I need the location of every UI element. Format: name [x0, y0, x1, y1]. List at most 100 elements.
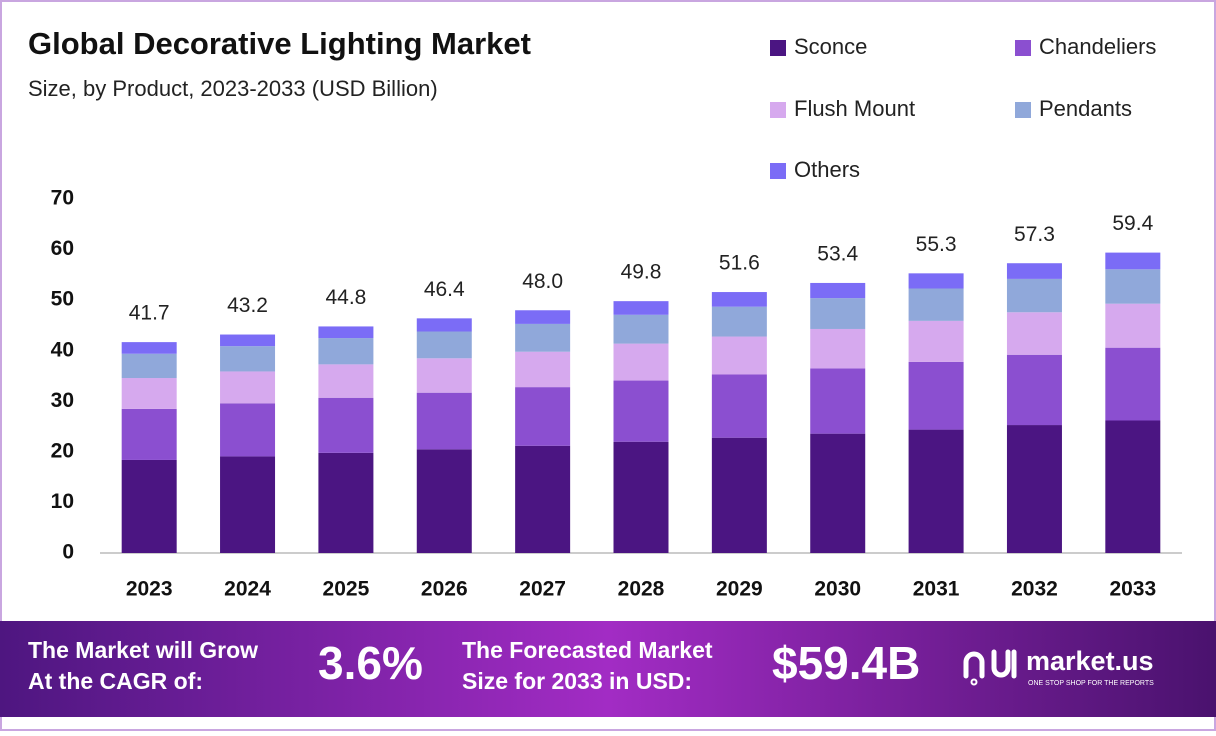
brand-name: market.us — [1026, 646, 1154, 676]
y-tick-label: 50 — [51, 288, 74, 311]
bar-segment — [711, 336, 767, 375]
x-tick-label: 2029 — [716, 578, 763, 601]
bar-segment — [810, 298, 866, 329]
bar-segment — [515, 387, 571, 446]
legend-swatch — [770, 163, 786, 179]
y-tick-label: 0 — [62, 541, 74, 564]
cagr-text: At the CAGR of: — [28, 668, 203, 694]
total-label: 41.7 — [129, 302, 170, 325]
bar-segment — [318, 364, 374, 398]
y-tick-label: 30 — [51, 389, 74, 412]
legend-swatch — [1015, 40, 1031, 56]
bar-segment — [220, 403, 276, 457]
bar-segment — [1105, 420, 1161, 553]
bar-segment — [1006, 278, 1062, 313]
chart-subtitle: Size, by Product, 2023-2033 (USD Billion… — [28, 76, 438, 101]
bar-segment — [416, 318, 472, 332]
bar-segment — [810, 282, 866, 299]
total-label: 59.4 — [1112, 212, 1153, 235]
bar-segment — [613, 380, 669, 442]
bar-segment — [515, 323, 571, 352]
total-label: 44.8 — [325, 286, 366, 309]
bar-segment — [121, 353, 177, 379]
bar-segment — [613, 301, 669, 315]
cagr-text: The Market will Grow — [28, 637, 258, 663]
bar-segment — [416, 392, 472, 450]
bar-segment — [1105, 269, 1161, 304]
forecast-text: The Forecasted Market — [462, 637, 713, 663]
legend-label: Others — [794, 157, 860, 182]
bar-segment — [908, 429, 964, 553]
bar-segment — [318, 326, 374, 339]
bar-segment — [810, 433, 866, 553]
cagr-value: 3.6% — [318, 637, 423, 689]
bar-segment — [908, 288, 964, 321]
y-tick-label: 70 — [51, 187, 74, 210]
bar-segment — [1105, 252, 1161, 270]
x-tick-label: 2033 — [1109, 578, 1156, 601]
bar-segment — [613, 441, 669, 553]
x-tick-label: 2023 — [126, 578, 173, 601]
brand-logo — [963, 649, 1017, 686]
bar-segment — [1006, 263, 1062, 279]
bar-segment — [1006, 425, 1062, 553]
x-tick-label: 2028 — [618, 578, 665, 601]
bar-segment — [121, 378, 177, 409]
legend-label: Sconce — [794, 34, 867, 59]
x-tick-label: 2025 — [323, 578, 370, 601]
x-tick-label: 2030 — [814, 578, 861, 601]
bar-segment — [1006, 354, 1062, 426]
legend-swatch — [1015, 102, 1031, 118]
bar-segment — [613, 343, 669, 381]
bar-segment — [711, 306, 767, 337]
legend-label: Pendants — [1039, 96, 1132, 121]
y-tick-label: 10 — [51, 490, 74, 513]
bar-segment — [1006, 312, 1062, 355]
bar-segment — [416, 449, 472, 553]
chart-title: Global Decorative Lighting Market — [28, 26, 531, 61]
bar-segment — [220, 334, 276, 347]
bar-segment — [121, 408, 177, 460]
bar-segment — [515, 445, 571, 553]
bar-segment — [613, 314, 669, 344]
bar-segment — [121, 459, 177, 553]
y-tick-label: 60 — [51, 237, 74, 260]
x-tick-label: 2032 — [1011, 578, 1058, 601]
bar-segment — [711, 437, 767, 553]
legend-label: Chandeliers — [1039, 34, 1156, 59]
total-label: 55.3 — [916, 233, 957, 256]
total-label: 48.0 — [522, 270, 563, 293]
bar-segment — [908, 273, 964, 289]
total-label: 46.4 — [424, 278, 465, 301]
bar-segment — [711, 374, 767, 438]
bar-segment — [318, 397, 374, 453]
x-tick-label: 2024 — [224, 578, 271, 601]
y-tick-label: 40 — [51, 338, 74, 361]
bar-segment — [416, 358, 472, 393]
total-label: 53.4 — [817, 242, 858, 265]
legend-swatch — [770, 40, 786, 56]
bar-segment — [220, 346, 276, 372]
x-tick-label: 2031 — [913, 578, 960, 601]
bar-segment — [711, 292, 767, 307]
brand-tagline: ONE STOP SHOP FOR THE REPORTS — [1028, 680, 1154, 687]
x-tick-label: 2026 — [421, 578, 468, 601]
total-label: 51.6 — [719, 252, 760, 275]
legend-swatch — [770, 102, 786, 118]
bar-segment — [121, 342, 177, 354]
bar-segment — [1105, 303, 1161, 348]
x-tick-label: 2027 — [519, 578, 566, 601]
bar-segment — [810, 368, 866, 434]
bar-segment — [416, 331, 472, 359]
total-label: 43.2 — [227, 294, 268, 317]
total-label: 49.8 — [621, 261, 662, 284]
bar-segment — [515, 351, 571, 388]
bar-segment — [318, 452, 374, 553]
bar-segment — [908, 320, 964, 362]
bar-segment — [220, 456, 276, 553]
total-label: 57.3 — [1014, 223, 1055, 246]
bar-segment — [1105, 347, 1161, 421]
y-tick-label: 20 — [51, 439, 74, 462]
bar-segment — [908, 361, 964, 430]
